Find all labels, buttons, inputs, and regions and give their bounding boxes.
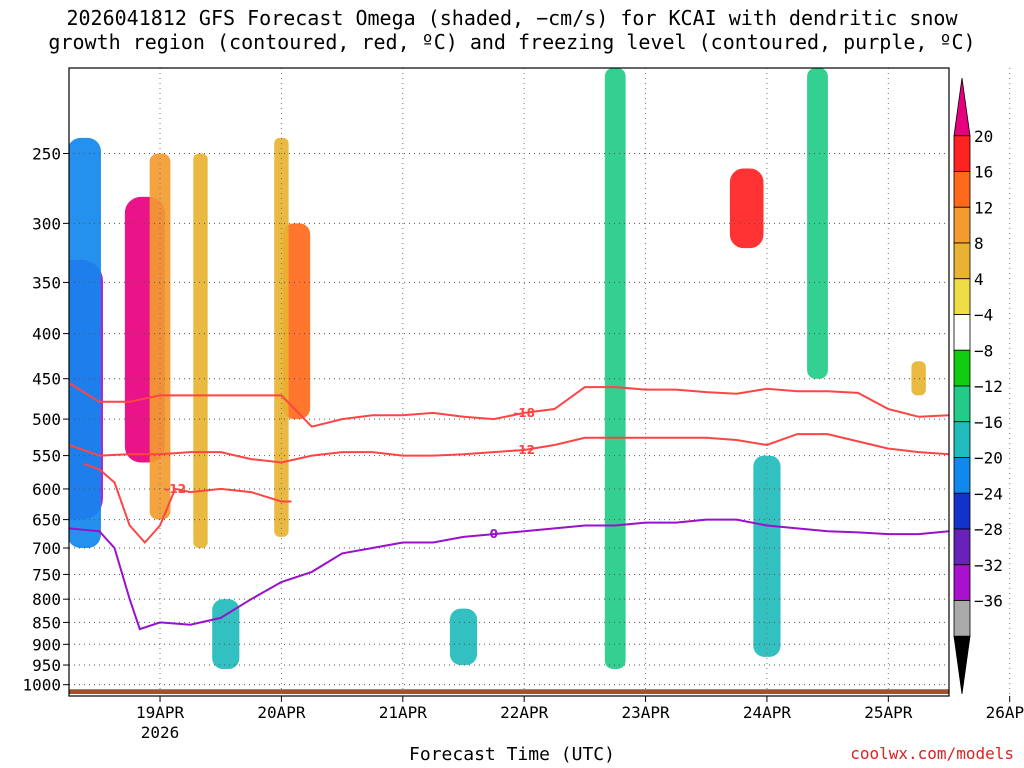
- colorbar-cell: [953, 171, 971, 208]
- y-tick-label: 1000: [22, 676, 61, 695]
- x-axis-label: Forecast Time (UTC): [409, 744, 615, 765]
- contours: [69, 382, 949, 631]
- contour-label: -12: [164, 482, 186, 496]
- terrain: [69, 689, 949, 694]
- x-axis: 19APR 20APR 21APR 22APR 23APR 24APR 25APR 26APR…: [136, 696, 1024, 742]
- plot-frame: [68, 67, 950, 697]
- y-tick-label: 450: [32, 370, 61, 389]
- y-tick-label: 250: [32, 144, 61, 163]
- colorbar-cell: [953, 278, 971, 315]
- x-tick-label: 26APR: [986, 703, 1024, 722]
- colorbar-cell: [953, 457, 971, 494]
- y-tick-label: 850: [32, 613, 61, 632]
- colorbar-label: −36: [974, 592, 1003, 611]
- omega-cell: [69, 137, 101, 549]
- colorbar-label: 20: [974, 127, 993, 146]
- omega-cell: [274, 137, 289, 537]
- terrain-band: [69, 689, 949, 694]
- contour-label: 0: [490, 527, 498, 541]
- y-tick-label: 800: [32, 590, 61, 609]
- colorbar-cell: [953, 635, 971, 695]
- omega-shading: [69, 68, 926, 670]
- contour-line: [69, 433, 949, 464]
- colorbar-cell: [953, 242, 971, 280]
- y-tick-label: 350: [32, 273, 61, 292]
- colorbar-cell: [953, 77, 971, 137]
- omega-cell: [149, 153, 171, 520]
- x-tick-label: 21APR: [379, 703, 428, 722]
- x-tick-label: 23APR: [621, 703, 670, 722]
- contour-label: -12: [513, 443, 535, 457]
- y-tick-label: 900: [32, 635, 61, 654]
- contour-line: [83, 462, 292, 545]
- omega-cell: [604, 68, 626, 670]
- y-tick-label: 700: [32, 539, 61, 558]
- colorbar-label: −28: [974, 520, 1003, 539]
- y-tick-label: 400: [32, 325, 61, 344]
- colorbar-cell: [953, 564, 971, 601]
- x-tick-label: 24APR: [743, 703, 792, 722]
- y-tick-label: 600: [32, 480, 61, 499]
- colorbar-cell: [953, 421, 971, 458]
- colorbar-label: 16: [974, 163, 993, 182]
- omega-cell: [753, 455, 781, 657]
- colorbar-label: −8: [974, 341, 993, 360]
- x-tick-label: 20APR: [257, 703, 306, 722]
- omega-cell: [449, 608, 478, 666]
- colorbar-label: −16: [974, 413, 1003, 432]
- credit-text: coolwx.com/models: [850, 744, 1014, 763]
- plot-background: [69, 68, 949, 696]
- x-tick-label: 19APR: [136, 703, 185, 722]
- omega-cell: [729, 168, 764, 249]
- colorbar-label: −32: [974, 556, 1003, 575]
- chart-title: 2026041812 GFS Forecast Omega (shaded, −…: [0, 6, 1024, 54]
- title-line-1: 2026041812 GFS Forecast Omega (shaded, −…: [66, 6, 958, 30]
- title-line-2: growth region (contoured, red, ºC) and f…: [48, 30, 976, 54]
- colorbar-cell: [953, 528, 971, 566]
- omega-cell: [911, 361, 926, 396]
- x-tick-label: 22APR: [500, 703, 549, 722]
- y-tick-label: 300: [32, 214, 61, 233]
- y-tick-label: 750: [32, 565, 61, 584]
- contour-line: [69, 382, 949, 428]
- colorbar: 20 16 12 8 4 −4 −8 −12 −16 −20 −24 −28 −32 −36: [953, 77, 1003, 695]
- colorbar-cell: [953, 600, 971, 637]
- contour-line: [69, 518, 949, 631]
- contour-labels: -18 -12 -12 0: [164, 406, 535, 541]
- colorbar-cell: [953, 314, 971, 351]
- colorbar-label: −20: [974, 449, 1003, 468]
- omega-cell: [193, 153, 208, 549]
- y-tick-label: 500: [32, 410, 61, 429]
- colorbar-cell: [953, 135, 971, 172]
- colorbar-cell: [953, 385, 971, 423]
- y-tick-label: 950: [32, 656, 61, 675]
- colorbar-cell: [953, 492, 971, 530]
- x-tick-label: 25APR: [864, 703, 913, 722]
- grid: [69, 68, 1011, 696]
- contour-label: -18: [513, 406, 535, 420]
- omega-cell: [282, 223, 311, 420]
- colorbar-label: −24: [974, 484, 1003, 503]
- x-year-label: 2026: [141, 723, 180, 742]
- colorbar-cell: [953, 206, 971, 244]
- y-axis: 250 300 350 400 450 500 550 600 650 700 750 800 850 9…: [22, 144, 69, 695]
- colorbar-label: −4: [974, 306, 993, 325]
- colorbar-cell: [953, 349, 971, 387]
- colorbar-label: −12: [974, 377, 1003, 396]
- colorbar-label: 12: [974, 198, 993, 217]
- colorbar-label: 4: [974, 270, 984, 289]
- colorbar-label: 8: [974, 234, 984, 253]
- omega-cell: [212, 599, 240, 670]
- y-tick-label: 650: [32, 511, 61, 530]
- omega-cell: [807, 68, 828, 379]
- y-tick-label: 550: [32, 447, 61, 466]
